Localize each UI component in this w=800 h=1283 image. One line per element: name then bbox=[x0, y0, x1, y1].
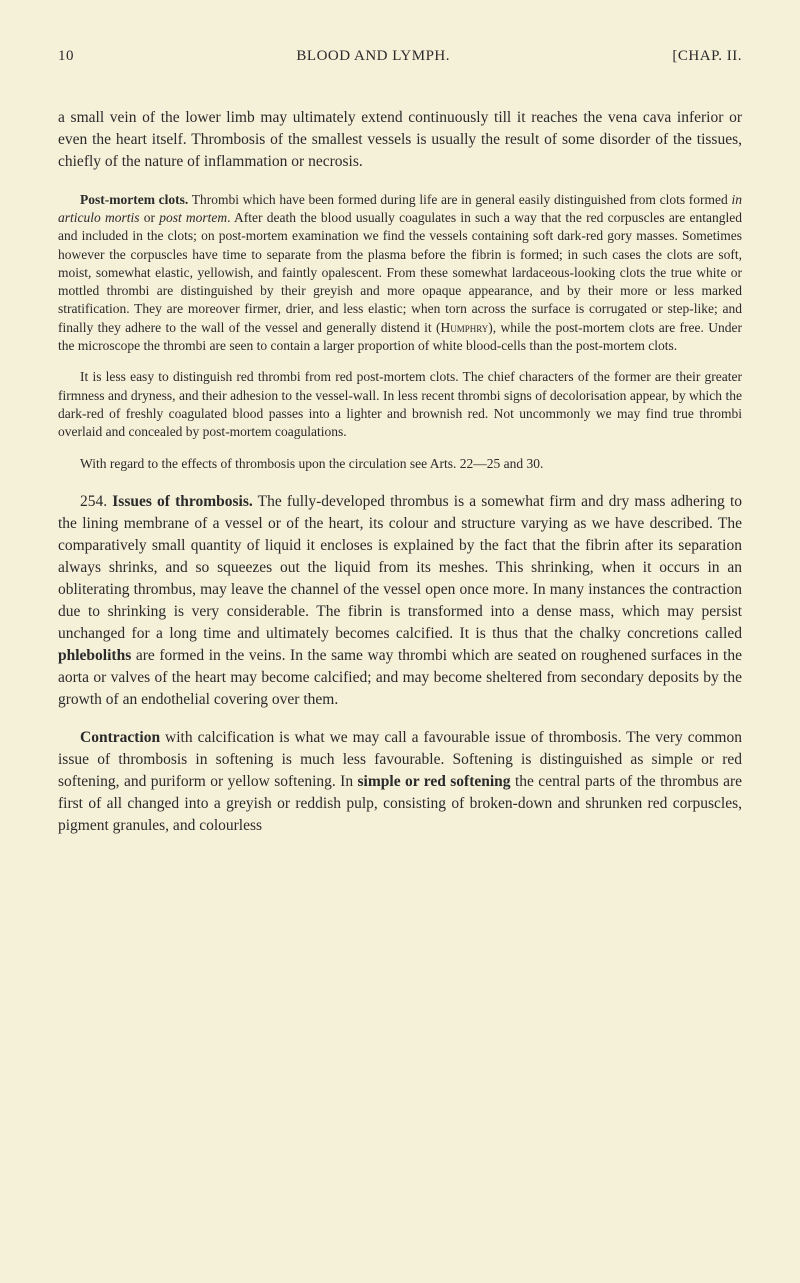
simple-softening-term: simple or red softening bbox=[358, 773, 511, 790]
page-title: BLOOD AND LYMPH. bbox=[74, 48, 672, 65]
p2-text-b: or bbox=[139, 210, 159, 225]
issues-heading: Issues of thrombosis. bbox=[112, 493, 252, 510]
phleboliths-term: phleboliths bbox=[58, 647, 131, 664]
p5-text-a: The fully-developed thrombus is a somewh… bbox=[58, 493, 742, 642]
p2-italic-2: post mortem bbox=[159, 210, 227, 225]
chapter-label: [CHAP. II. bbox=[672, 48, 742, 65]
paragraph-3: It is less easy to distinguish red throm… bbox=[58, 368, 742, 441]
paragraph-2: Post-mortem clots. Thrombi which have be… bbox=[58, 191, 742, 355]
paragraph-6: Contraction with calcification is what w… bbox=[58, 727, 742, 837]
contraction-heading: Contraction bbox=[80, 729, 160, 746]
post-mortem-heading: Post-mortem clots. bbox=[80, 192, 188, 207]
page-number: 10 bbox=[58, 48, 74, 65]
p5-text-b: are formed in the veins. In the same way… bbox=[58, 647, 742, 708]
document-page: 10 BLOOD AND LYMPH. [CHAP. II. a small v… bbox=[0, 0, 800, 899]
paragraph-1: a small vein of the lower limb may ultim… bbox=[58, 107, 742, 173]
p2-smallcaps: Humphry bbox=[440, 320, 488, 335]
paragraph-5: 254. Issues of thrombosis. The fully-dev… bbox=[58, 491, 742, 711]
page-header: 10 BLOOD AND LYMPH. [CHAP. II. bbox=[58, 48, 742, 65]
p2-text-a: Thrombi which have been formed during li… bbox=[188, 192, 731, 207]
p2-text-c: . After death the blood usually coagulat… bbox=[58, 210, 742, 334]
section-number: 254. bbox=[80, 493, 112, 510]
paragraph-4: With regard to the effects of thrombosis… bbox=[58, 455, 742, 473]
